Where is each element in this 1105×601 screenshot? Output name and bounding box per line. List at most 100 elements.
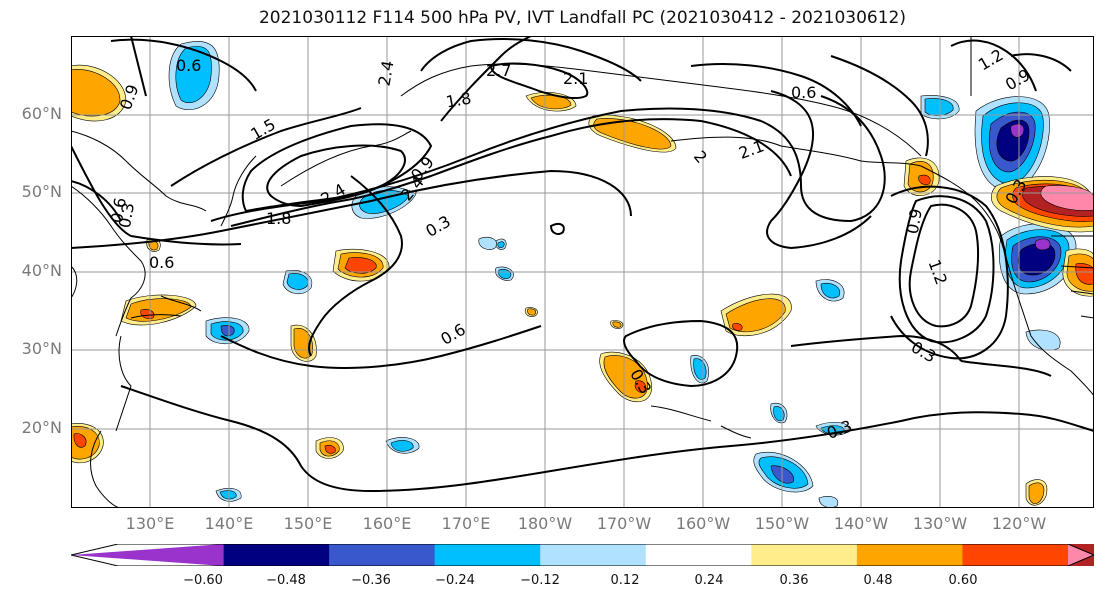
neg-anomaly-kamchatka: [168, 41, 220, 111]
anomaly-shape: [1035, 238, 1051, 251]
anomaly-shape: [1075, 263, 1094, 285]
colorbar-segment: [223, 544, 330, 566]
contour-0-3-mid: [623, 319, 739, 388]
anomaly-shape: [593, 118, 672, 150]
colorbar-tick-label: −0.48: [266, 573, 306, 588]
coast-na-west: [920, 165, 1094, 397]
anomaly-shape: [175, 46, 212, 104]
neg-anomaly-bc: [974, 96, 1050, 192]
contour-0-3-south: [120, 385, 1094, 493]
contour-label: 0.6: [791, 83, 816, 102]
anomaly-shape: [818, 496, 839, 508]
colorbar-tick-label: 0.24: [694, 573, 724, 588]
coast-kamchatka: [280, 130, 412, 187]
contour-label: 0.3: [115, 201, 138, 229]
contour-label: 2.7: [486, 61, 511, 80]
contour-2-7: [489, 62, 589, 99]
anomaly-shape: [527, 308, 537, 316]
coastlines: [71, 36, 1094, 508]
anomaly-shape: [725, 298, 786, 333]
contour-0-6-nw: [110, 38, 257, 92]
colorbar-segment: [962, 544, 1069, 566]
colorbar-segment: [751, 544, 858, 566]
map-panel: 0.6 0.6 0.9 1.5 1.8 1.8 2.4 2.4 2.4 2.7 …: [71, 36, 1094, 508]
anomaly-shape: [1010, 123, 1025, 138]
lon-label-130w: 130°W: [912, 514, 968, 533]
lon-label-140w: 140°W: [833, 514, 889, 533]
lon-label-150w: 150°W: [754, 514, 810, 533]
anomaly-shape: [219, 490, 237, 500]
anomaly-shape: [344, 257, 377, 274]
colorbar-segment: [434, 544, 541, 566]
contour-label: 1.8: [266, 209, 291, 228]
colorbar-segment: [540, 544, 647, 566]
colorbar-tick-label: 0.60: [948, 573, 978, 588]
anomaly-shape: [478, 236, 497, 250]
pv-ivt-map: 0.6 0.6 0.9 1.5 1.8 1.8 2.4 2.4 2.4 2.7 …: [71, 36, 1094, 508]
anomaly-shape: [732, 323, 743, 331]
contour-label: 2.4: [374, 59, 397, 87]
anomaly-shape: [924, 98, 954, 116]
coast-alaska: [400, 63, 922, 157]
lon-label-180w: 180°W: [517, 514, 573, 533]
anomaly-shape: [612, 321, 622, 328]
contour-label: 0.6: [149, 253, 174, 272]
anomaly-shape: [1025, 329, 1061, 351]
anomaly-shape: [140, 309, 155, 319]
colorbar-tick-label: −0.24: [435, 573, 475, 588]
anomaly-shape: [324, 445, 336, 454]
lat-label-50n: 50°N: [21, 182, 62, 201]
colorbar-segment: [645, 544, 752, 566]
anomaly-shape: [390, 440, 414, 452]
pv-contours: [71, 36, 1094, 493]
anomaly-shape: [286, 273, 309, 290]
anomaly-shape: [634, 380, 647, 393]
lon-label-170e: 170°E: [441, 514, 491, 533]
colorbar: [71, 544, 1094, 566]
coast-hawaii: [650, 405, 752, 439]
colorbar-tick-label: −0.12: [520, 573, 560, 588]
lon-label-170w: 170°W: [596, 514, 652, 533]
lon-label-160e: 160°E: [362, 514, 412, 533]
state-borders: [970, 36, 1094, 319]
lon-label-130e: 130°E: [125, 514, 175, 533]
contour-label: 0.6: [176, 56, 201, 75]
coast-asia-east: [71, 185, 146, 337]
contour-label: 1.8: [444, 88, 472, 111]
lon-label-150e: 150°E: [283, 514, 333, 533]
contour-label: 2.1: [563, 69, 588, 88]
contour-0-6-south: [71, 169, 632, 249]
anomaly-shape: [1028, 482, 1045, 504]
colorbar-tick-label: −0.36: [351, 573, 391, 588]
colorbar-tick-label: −0.60: [183, 573, 223, 588]
lon-label-120w: 120°W: [991, 514, 1047, 533]
contour-0-9: [230, 118, 792, 227]
map-frame: [71, 36, 1094, 508]
anomaly-shape: [73, 433, 87, 448]
lat-label-40n: 40°N: [21, 261, 62, 280]
contour-0-6-ne: [830, 55, 929, 157]
coast-se-asia: [90, 430, 122, 508]
lat-label-20n: 20°N: [21, 418, 62, 437]
coast-japan: [130, 295, 202, 319]
contour-1-5: [170, 107, 362, 187]
anomaly-shape: [497, 241, 505, 249]
colorbar-extend-min: [71, 544, 224, 566]
colorbar-segments: [71, 544, 1094, 566]
map-title: 2021030112 F114 500 hPa PV, IVT Landfall…: [258, 8, 906, 28]
colorbar-tick-label: 0.36: [779, 573, 809, 588]
neg-anomaly-california: [998, 223, 1077, 295]
lon-label-160w: 160°W: [675, 514, 731, 533]
contour-0-6-mid: [220, 325, 542, 369]
lon-label-140e: 140°E: [204, 514, 254, 533]
colorbar-extend-max: [1068, 544, 1094, 566]
colorbar-segment: [856, 544, 963, 566]
anomaly-shape: [530, 94, 572, 110]
lat-label-30n: 30°N: [21, 339, 62, 358]
anomaly-shape: [820, 282, 841, 299]
lat-label-60n: 60°N: [21, 104, 62, 123]
contour-1-2-east: [908, 203, 980, 328]
coast-siberia: [71, 130, 207, 212]
colorbar-tick-label: 0.48: [863, 573, 893, 588]
contour-2-4-north: [440, 36, 532, 122]
